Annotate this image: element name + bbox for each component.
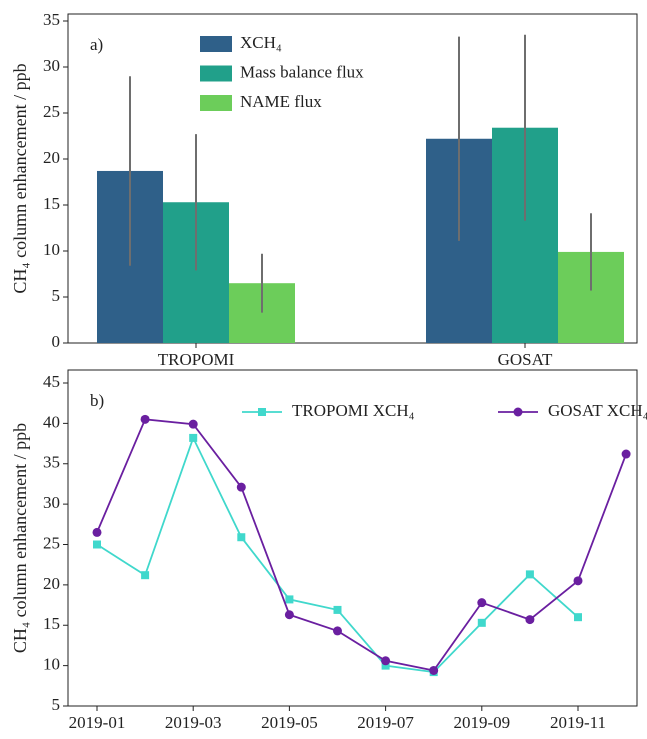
marker (477, 618, 486, 627)
x-tick-label: TROPOMI (158, 350, 235, 369)
y-tick-label: 30 (43, 56, 60, 75)
line (96, 435, 579, 674)
marker (525, 570, 534, 579)
marker (92, 527, 102, 537)
marker (574, 613, 582, 622)
y-axis-label: CH₄ column enhancement / ppb (10, 63, 30, 293)
x-tick-label: 2019-07 (357, 713, 414, 732)
marker (381, 661, 390, 670)
y-tick-label: 40 (43, 412, 60, 431)
y-tick-label: 5 (52, 695, 61, 714)
y-tick-label: 20 (43, 574, 60, 593)
marker (258, 408, 266, 416)
x-tick-label: 2019-05 (261, 713, 318, 732)
marker (188, 419, 198, 429)
x-tick-label: 2019-11 (550, 713, 606, 732)
legend-label: TROPOMI XCH₄ (292, 401, 415, 420)
marker (285, 595, 294, 604)
y-tick-label: 15 (43, 194, 60, 213)
legend-label: Mass balance flux (240, 62, 364, 81)
panel-annotation: a) (90, 35, 103, 54)
y-tick-label: 30 (43, 493, 60, 512)
marker (513, 407, 523, 417)
y-tick-label: 20 (43, 148, 60, 167)
x-tick-label: 2019-09 (453, 713, 510, 732)
marker (141, 571, 150, 580)
marker (621, 449, 631, 459)
y-tick-label: 0 (52, 332, 61, 351)
x-tick-label: GOSAT (498, 350, 553, 369)
y-tick-label: 15 (43, 614, 60, 633)
plot-frame (67, 13, 638, 344)
marker (237, 533, 246, 542)
legend-swatch (200, 36, 232, 52)
marker (429, 665, 439, 675)
marker (573, 576, 583, 586)
y-tick-label: 35 (43, 453, 60, 472)
marker (140, 414, 150, 424)
marker (93, 540, 101, 549)
legend-swatch (200, 65, 232, 82)
y-tick-label: 45 (43, 372, 60, 391)
y-tick-label: 35 (43, 10, 60, 29)
plot-frame (67, 369, 638, 707)
marker (525, 615, 535, 625)
legend-label: NAME flux (240, 92, 322, 111)
y-tick-label: 25 (43, 533, 60, 552)
marker (333, 626, 342, 636)
marker (236, 482, 246, 492)
marker (284, 610, 294, 620)
marker (189, 433, 198, 442)
panel-annotation: b) (90, 391, 104, 410)
marker (333, 605, 342, 614)
marker (477, 598, 487, 608)
line (96, 418, 627, 672)
x-tick-label: 2019-03 (165, 713, 222, 732)
y-tick-label: 25 (43, 102, 60, 121)
legend-swatch (200, 95, 232, 111)
y-tick-label: 10 (43, 655, 60, 674)
marker (381, 656, 391, 666)
x-tick-label: 2019-01 (69, 713, 126, 732)
legend-label: GOSAT XCH₄ (548, 401, 647, 420)
legend-label: XCH₄ (240, 33, 282, 52)
y-tick-label: 10 (43, 240, 60, 259)
y-tick-label: 5 (52, 286, 61, 305)
y-axis-label: CH₄ column enhancement / ppb (10, 423, 30, 653)
